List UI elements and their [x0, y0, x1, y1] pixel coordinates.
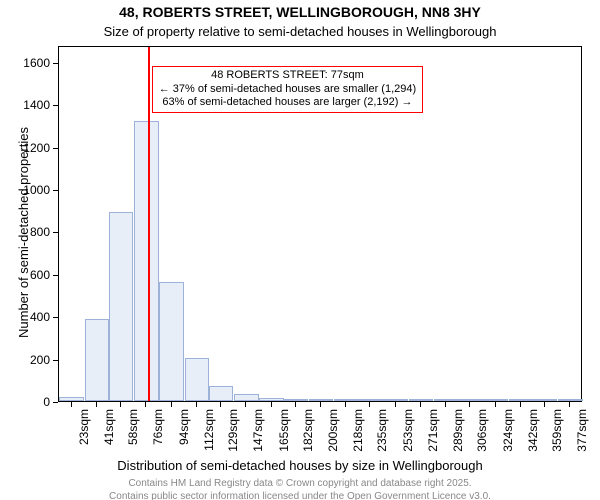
x-tick-mark [544, 402, 545, 407]
y-tick-mark [53, 360, 58, 361]
x-tick-mark [71, 402, 72, 407]
histogram-bar [259, 398, 284, 401]
x-tick-label: 253sqm [401, 409, 415, 452]
histogram-bar [309, 399, 334, 401]
x-tick-mark [220, 402, 221, 407]
x-tick-mark [271, 402, 272, 407]
histogram-bar [458, 399, 483, 401]
histogram-bar [159, 282, 184, 401]
x-tick-mark [345, 402, 346, 407]
x-tick-mark [245, 402, 246, 407]
histogram-bar [109, 212, 134, 401]
x-tick-mark [495, 402, 496, 407]
x-tick-mark [96, 402, 97, 407]
x-tick-label: 200sqm [326, 409, 340, 452]
x-tick-label: 112sqm [202, 409, 216, 451]
x-tick-mark [369, 402, 370, 407]
x-tick-label: 377sqm [575, 409, 589, 452]
chart-footer: Contains HM Land Registry data © Crown c… [0, 478, 600, 500]
histogram-bar [409, 399, 434, 401]
histogram-bar [509, 399, 534, 401]
histogram-bar [185, 358, 210, 401]
y-tick-mark [53, 317, 58, 318]
x-tick-label: 76sqm [151, 409, 165, 445]
annotation-line-2: ← 37% of semi-detached houses are smalle… [159, 83, 416, 97]
histogram-bar [59, 397, 84, 401]
x-tick-label: 235sqm [375, 409, 389, 452]
y-tick-label: 200 [0, 353, 50, 367]
annotation-line-1: 48 ROBERTS STREET: 77sqm [159, 69, 416, 83]
x-axis-label: Distribution of semi-detached houses by … [0, 458, 600, 473]
x-tick-label: 165sqm [277, 409, 291, 452]
x-tick-mark [469, 402, 470, 407]
chart-title: 48, ROBERTS STREET, WELLINGBOROUGH, NN8 … [0, 4, 600, 20]
y-tick-mark [53, 105, 58, 106]
x-tick-mark [420, 402, 421, 407]
histogram-bar [533, 399, 558, 401]
x-tick-mark [320, 402, 321, 407]
x-tick-mark [569, 402, 570, 407]
x-tick-label: 182sqm [301, 409, 315, 452]
x-tick-label: 271sqm [426, 409, 440, 452]
marker-line [148, 47, 150, 401]
x-tick-label: 342sqm [526, 409, 540, 452]
y-tick-mark [53, 402, 58, 403]
x-tick-label: 58sqm [126, 409, 140, 445]
histogram-bar [358, 399, 383, 401]
x-tick-label: 324sqm [501, 409, 515, 452]
y-tick-label: 1000 [0, 183, 50, 197]
y-tick-label: 1600 [0, 56, 50, 70]
histogram-bar [334, 399, 359, 401]
histogram-bar [134, 121, 159, 401]
chart-subtitle: Size of property relative to semi-detach… [0, 24, 600, 39]
y-tick-label: 0 [0, 395, 50, 409]
annotation-box: 48 ROBERTS STREET: 77sqm← 37% of semi-de… [152, 66, 423, 113]
histogram-bar [85, 319, 110, 401]
histogram-bar [383, 399, 408, 401]
x-tick-mark [520, 402, 521, 407]
x-tick-label: 289sqm [451, 409, 465, 452]
x-tick-mark [145, 402, 146, 407]
y-tick-label: 600 [0, 268, 50, 282]
histogram-bar [283, 399, 308, 401]
x-tick-label: 147sqm [251, 409, 265, 452]
x-tick-mark [196, 402, 197, 407]
x-tick-mark [120, 402, 121, 407]
histogram-bar [483, 399, 508, 401]
histogram-bar [234, 394, 259, 401]
y-tick-label: 400 [0, 310, 50, 324]
y-tick-mark [53, 232, 58, 233]
y-tick-mark [53, 275, 58, 276]
y-tick-label: 800 [0, 225, 50, 239]
y-tick-label: 1200 [0, 141, 50, 155]
chart-root: 48, ROBERTS STREET, WELLINGBOROUGH, NN8 … [0, 0, 600, 500]
y-tick-mark [53, 190, 58, 191]
histogram-bar [558, 399, 583, 401]
x-tick-label: 23sqm [77, 409, 91, 445]
y-tick-mark [53, 148, 58, 149]
x-tick-mark [171, 402, 172, 407]
plot-area: 48 ROBERTS STREET: 77sqm← 37% of semi-de… [58, 46, 582, 402]
x-tick-label: 94sqm [177, 409, 191, 445]
x-tick-label: 306sqm [475, 409, 489, 452]
annotation-line-3: 63% of semi-detached houses are larger (… [159, 96, 416, 110]
x-tick-mark [445, 402, 446, 407]
x-tick-label: 129sqm [226, 409, 240, 452]
x-tick-label: 218sqm [351, 409, 365, 452]
footer-line-2: Contains public sector information licen… [0, 491, 600, 500]
x-tick-mark [395, 402, 396, 407]
histogram-bar [209, 386, 234, 401]
x-tick-label: 41sqm [102, 409, 116, 445]
x-tick-mark [295, 402, 296, 407]
y-tick-label: 1400 [0, 98, 50, 112]
histogram-bar [434, 399, 459, 401]
y-tick-mark [53, 63, 58, 64]
x-tick-label: 359sqm [550, 409, 564, 452]
footer-line-1: Contains HM Land Registry data © Crown c… [0, 478, 600, 491]
